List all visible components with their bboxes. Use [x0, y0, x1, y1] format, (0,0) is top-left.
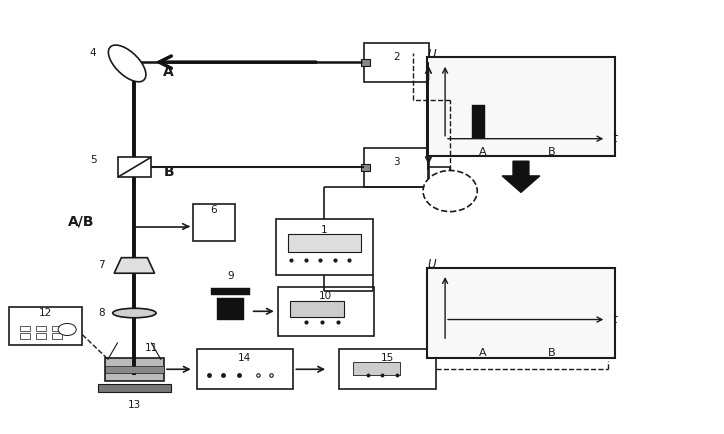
Ellipse shape [109, 45, 146, 82]
Bar [290, 301, 345, 317]
Bar [216, 298, 244, 320]
Text: B: B [548, 148, 556, 158]
Ellipse shape [58, 323, 76, 335]
Text: 7: 7 [98, 260, 105, 270]
Bar [118, 157, 151, 177]
Text: 11: 11 [146, 343, 159, 353]
Text: 14: 14 [238, 352, 251, 362]
Bar [288, 234, 361, 252]
Bar [427, 268, 615, 358]
Bar [361, 164, 370, 171]
Bar [20, 333, 30, 339]
Bar [472, 105, 485, 138]
Bar [98, 385, 171, 392]
Bar [211, 287, 250, 295]
Bar [353, 362, 400, 375]
Bar [9, 306, 83, 345]
Ellipse shape [113, 308, 156, 318]
Bar [52, 333, 62, 339]
Text: A: A [479, 148, 487, 158]
Text: 8: 8 [98, 308, 105, 318]
Text: 3: 3 [393, 157, 400, 167]
Ellipse shape [423, 171, 477, 212]
Bar [339, 349, 436, 389]
Bar [276, 219, 373, 276]
Text: A: A [479, 348, 487, 358]
Text: t: t [612, 313, 617, 326]
Text: A/B: A/B [68, 214, 95, 228]
Text: 6: 6 [211, 205, 217, 215]
Bar [105, 366, 164, 373]
Text: 13: 13 [127, 400, 141, 410]
Text: 1: 1 [321, 225, 328, 235]
Text: A: A [164, 65, 174, 79]
Text: U: U [428, 258, 437, 271]
Polygon shape [114, 258, 155, 273]
Bar [364, 43, 429, 82]
Text: 2: 2 [393, 52, 400, 62]
Text: 15: 15 [381, 352, 394, 362]
FancyArrow shape [502, 161, 540, 192]
Bar [36, 333, 46, 339]
Text: 10: 10 [319, 291, 332, 301]
Bar [36, 326, 46, 331]
Bar [427, 57, 615, 156]
Bar [20, 326, 30, 331]
Bar [361, 59, 370, 66]
Text: t: t [612, 132, 617, 145]
Text: 12: 12 [39, 308, 52, 318]
Bar [105, 358, 164, 381]
Text: B: B [164, 164, 174, 178]
Bar [193, 204, 235, 241]
Bar [278, 287, 374, 335]
Text: 4: 4 [90, 49, 96, 59]
Text: U: U [428, 48, 437, 61]
Bar [52, 326, 62, 331]
Text: B: B [548, 348, 556, 358]
Text: 9: 9 [227, 271, 234, 281]
Text: 5: 5 [90, 155, 96, 165]
Bar [196, 349, 293, 389]
Bar [364, 148, 429, 187]
